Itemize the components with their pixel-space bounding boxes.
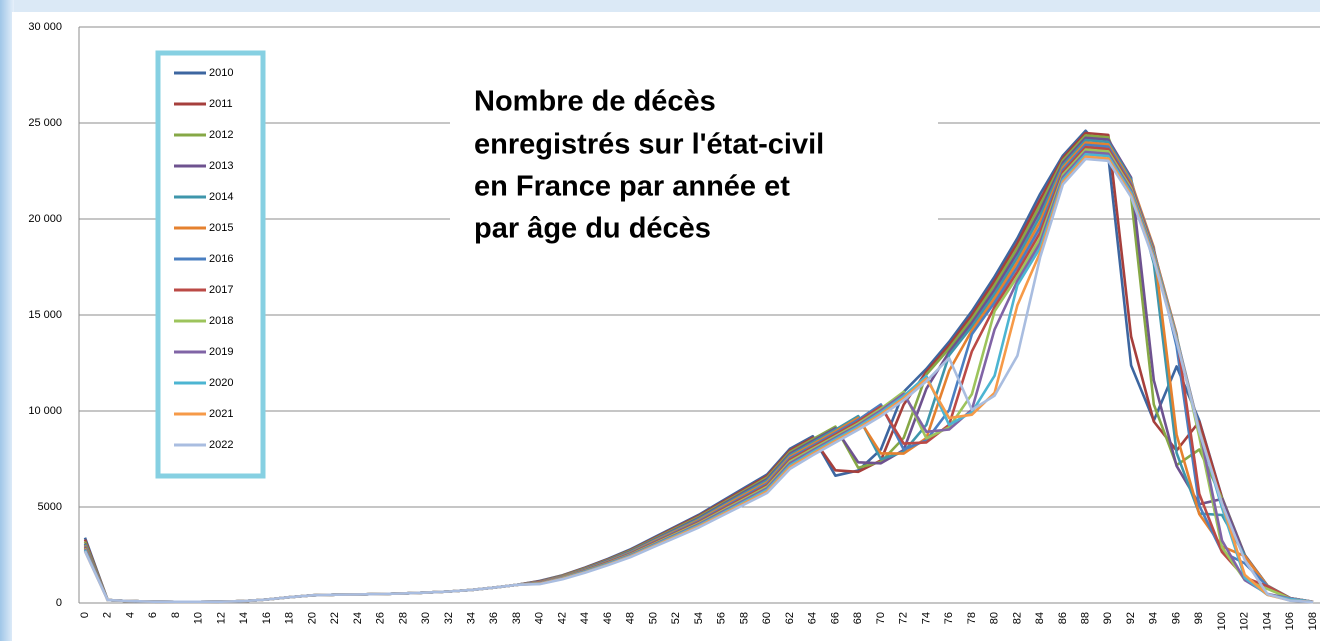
legend-label: 2010 xyxy=(209,67,233,79)
x-tick-label: 8 xyxy=(170,612,182,618)
legend: 2010 2011 2012 2013 2014 2015 2016 2017 2018 2019… xyxy=(174,67,233,451)
x-tick-label: 66 xyxy=(829,612,841,624)
x-tick-label: 52 xyxy=(670,612,682,624)
x-tick-label: 86 xyxy=(1057,612,1069,624)
chart-title: Nombre de décès xyxy=(474,86,716,118)
chart-title: par âge du décès xyxy=(474,213,711,245)
x-tick-label: 92 xyxy=(1125,612,1137,624)
legend-label: 2019 xyxy=(209,346,233,358)
x-tick-label: 50 xyxy=(647,612,659,624)
x-tick-label: 76 xyxy=(943,612,955,624)
x-tick-label: 100 xyxy=(1216,612,1228,630)
x-tick-label: 60 xyxy=(761,612,773,624)
x-tick-label: 104 xyxy=(1261,612,1273,630)
x-tick-label: 58 xyxy=(738,612,750,624)
x-tick-label: 80 xyxy=(989,612,1001,624)
legend-box xyxy=(155,50,266,479)
x-tick-label: 46 xyxy=(602,612,614,624)
y-tick-label: 20 000 xyxy=(28,213,62,225)
x-tick-label: 56 xyxy=(716,612,728,624)
y-tick-label: 30 000 xyxy=(28,21,62,33)
legend-label: 2016 xyxy=(209,253,233,265)
x-tick-label: 4 xyxy=(124,612,136,618)
x-tick-label: 36 xyxy=(488,612,500,624)
legend-label: 2022 xyxy=(209,439,233,451)
chart-title: en France par année et xyxy=(474,171,790,203)
x-tick-label: 32 xyxy=(443,612,455,624)
x-tick-label: 16 xyxy=(261,612,273,624)
title-box xyxy=(450,78,938,248)
x-tick-label: 72 xyxy=(898,612,910,624)
x-tick-label: 90 xyxy=(1102,612,1114,624)
x-tick-label: 28 xyxy=(397,612,409,624)
x-tick-label: 108 xyxy=(1307,612,1319,630)
y-tick-label: 25 000 xyxy=(28,117,62,129)
x-tick-label: 68 xyxy=(852,612,864,624)
x-tick-label: 70 xyxy=(875,612,887,624)
x-tick-label: 102 xyxy=(1239,612,1251,630)
frame-edge xyxy=(0,0,14,641)
x-tick-label: 12 xyxy=(215,612,227,624)
x-tick-label: 10 xyxy=(193,612,205,624)
plot xyxy=(83,129,1314,604)
x-tick-label: 18 xyxy=(284,612,296,624)
x-tick-label: 40 xyxy=(534,612,546,624)
x-tick-label: 24 xyxy=(352,612,364,624)
y-tick-label: 15 000 xyxy=(28,309,62,321)
x-tick-label: 48 xyxy=(625,612,637,624)
legend-label: 2011 xyxy=(209,98,233,110)
x-tick-label: 62 xyxy=(784,612,796,624)
x-tick-label: 82 xyxy=(1011,612,1023,624)
legend-label: 2020 xyxy=(209,377,233,389)
x-tick-label: 6 xyxy=(147,612,159,618)
series-line xyxy=(83,157,1314,604)
x-tick-label: 106 xyxy=(1284,612,1296,630)
y-tick-label: 10 000 xyxy=(28,405,62,417)
x-tick-label: 74 xyxy=(920,612,932,624)
legend-label: 2018 xyxy=(209,315,233,327)
x-tick-label: 22 xyxy=(329,612,341,624)
x-tick-label: 98 xyxy=(1193,612,1205,624)
x-tick-label: 34 xyxy=(465,612,477,624)
y-tick-label: 0 xyxy=(56,597,62,609)
x-tick-label: 14 xyxy=(238,612,250,624)
chart-title: enregistrés sur l'état-civil xyxy=(474,129,824,161)
x-tick-label: 20 xyxy=(306,612,318,624)
x-tick-label: 38 xyxy=(511,612,523,624)
y-tick-label: 5000 xyxy=(38,501,62,513)
x-tick-label: 44 xyxy=(579,612,591,624)
legend-label: 2012 xyxy=(209,129,233,141)
x-tick-label: 78 xyxy=(966,612,978,624)
x-tick-label: 42 xyxy=(556,612,568,624)
legend-label: 2015 xyxy=(209,222,233,234)
legend-label: 2013 xyxy=(209,160,233,172)
x-tick-label: 2 xyxy=(102,612,114,618)
x-tick-label: 26 xyxy=(375,612,387,624)
legend-label: 2021 xyxy=(209,408,233,420)
legend-label: 2014 xyxy=(209,191,233,203)
x-tick-label: 94 xyxy=(1148,612,1160,624)
x-tick-label: 64 xyxy=(807,612,819,624)
x-tick-label: 54 xyxy=(693,612,705,624)
legend-label: 2017 xyxy=(209,284,233,296)
x-tick-label: 0 xyxy=(79,612,91,618)
x-tick-label: 84 xyxy=(1034,612,1046,624)
x-tick-label: 88 xyxy=(1079,612,1091,624)
x-tick-label: 96 xyxy=(1170,612,1182,624)
x-tick-label: 30 xyxy=(420,612,432,624)
